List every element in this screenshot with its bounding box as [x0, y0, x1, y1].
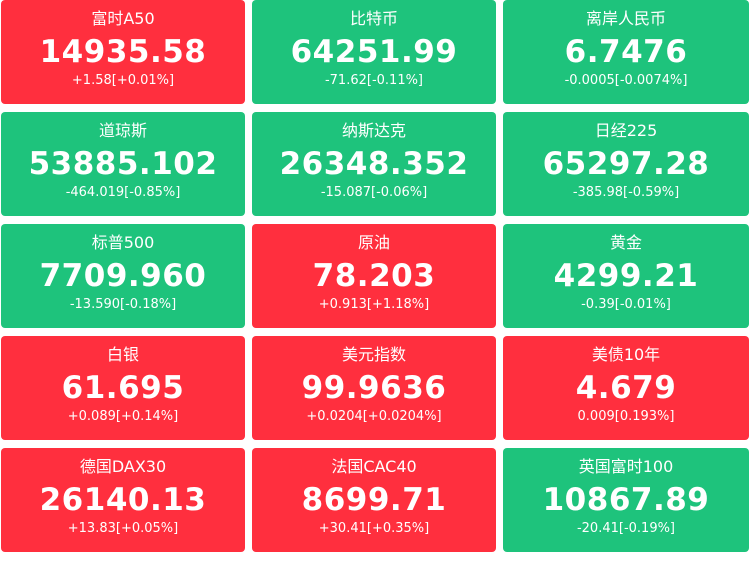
quote-change: -385.98[-0.59%]: [572, 185, 680, 200]
quote-change: -0.0005[-0.0074%]: [564, 73, 688, 88]
quote-price: 65297.28: [542, 146, 710, 182]
quote-price: 8699.71: [301, 482, 447, 518]
quote-price: 26140.13: [39, 482, 207, 518]
quote-name: 德国DAX30: [79, 457, 167, 476]
quote-tile-dax30[interactable]: 德国DAX30 26140.13 +13.83[+0.05%]: [1, 448, 245, 552]
quote-name: 法国CAC40: [331, 457, 417, 476]
quote-price: 6.7476: [564, 34, 688, 70]
quote-name: 黄金: [609, 233, 642, 252]
quote-tile-silver[interactable]: 白银 61.695 +0.089[+0.14%]: [1, 336, 245, 440]
quote-name: 富时A50: [91, 9, 155, 28]
quote-tile-dollar-index[interactable]: 美元指数 99.9636 +0.0204[+0.0204%]: [252, 336, 496, 440]
quote-price: 4299.21: [553, 258, 699, 294]
quote-price: 61.695: [61, 370, 185, 406]
quote-tile-ftse-100[interactable]: 英国富时100 10867.89 -20.41[-0.19%]: [503, 448, 749, 552]
quote-change: +0.913[+1.18%]: [318, 297, 430, 312]
quote-change: 0.009[0.193%]: [577, 409, 675, 424]
quote-change: +13.83[+0.05%]: [67, 521, 179, 536]
quote-tile-ftse-china-a50[interactable]: 富时A50 14935.58 +1.58[+0.01%]: [1, 0, 245, 104]
quote-tile-gold[interactable]: 黄金 4299.21 -0.39[-0.01%]: [503, 224, 749, 328]
quote-price: 7709.960: [39, 258, 207, 294]
quote-price: 53885.102: [28, 146, 218, 182]
quote-change: -0.39[-0.01%]: [581, 297, 671, 312]
quote-price: 4.679: [575, 370, 677, 406]
quote-tile-nikkei-225[interactable]: 日经225 65297.28 -385.98[-0.59%]: [503, 112, 749, 216]
quote-price: 64251.99: [290, 34, 458, 70]
quote-name: 纳斯达克: [341, 121, 406, 140]
quote-tile-dow-jones[interactable]: 道琼斯 53885.102 -464.019[-0.85%]: [1, 112, 245, 216]
quote-name: 比特币: [349, 9, 398, 28]
quote-name: 离岸人民币: [585, 9, 666, 28]
quote-price: 10867.89: [542, 482, 710, 518]
quote-name: 美元指数: [341, 345, 406, 364]
quote-price: 26348.352: [279, 146, 469, 182]
quote-price: 14935.58: [39, 34, 207, 70]
quote-change: -20.41[-0.19%]: [576, 521, 676, 536]
quote-price: 99.9636: [301, 370, 447, 406]
quote-name: 白银: [106, 345, 139, 364]
quote-change: -15.087[-0.06%]: [320, 185, 428, 200]
quote-name: 道琼斯: [98, 121, 147, 140]
quote-tile-nasdaq[interactable]: 纳斯达克 26348.352 -15.087[-0.06%]: [252, 112, 496, 216]
quote-tile-cac40[interactable]: 法国CAC40 8699.71 +30.41[+0.35%]: [252, 448, 496, 552]
quote-price: 78.203: [312, 258, 436, 294]
quote-name: 日经225: [594, 121, 658, 140]
quote-change: +30.41[+0.35%]: [318, 521, 430, 536]
quote-change: -13.590[-0.18%]: [69, 297, 177, 312]
quote-tile-bitcoin[interactable]: 比特币 64251.99 -71.62[-0.11%]: [252, 0, 496, 104]
quote-tile-crude-oil[interactable]: 原油 78.203 +0.913[+1.18%]: [252, 224, 496, 328]
quote-name: 标普500: [91, 233, 155, 252]
quote-tile-offshore-cny[interactable]: 离岸人民币 6.7476 -0.0005[-0.0074%]: [503, 0, 749, 104]
quote-name: 美债10年: [591, 345, 661, 364]
quote-change: -71.62[-0.11%]: [324, 73, 424, 88]
quote-name: 英国富时100: [578, 457, 674, 476]
quote-change: +0.0204[+0.0204%]: [306, 409, 442, 424]
quote-change: -464.019[-0.85%]: [65, 185, 181, 200]
quote-tile-us-10y-treasury[interactable]: 美债10年 4.679 0.009[0.193%]: [503, 336, 749, 440]
quote-name: 原油: [357, 233, 390, 252]
quote-change: +1.58[+0.01%]: [71, 73, 175, 88]
quote-tile-sp500[interactable]: 标普500 7709.960 -13.590[-0.18%]: [1, 224, 245, 328]
quote-change: +0.089[+0.14%]: [67, 409, 179, 424]
